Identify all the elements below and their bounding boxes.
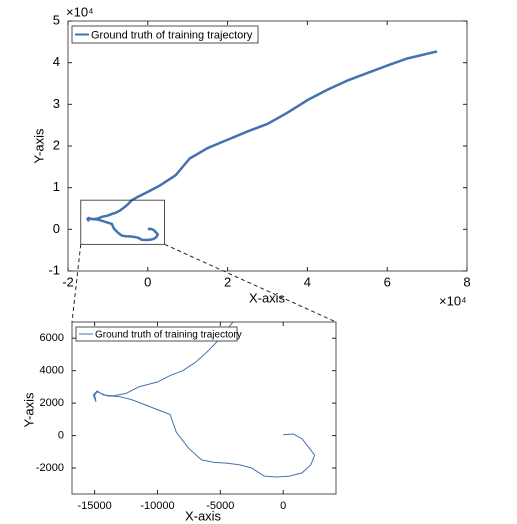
x-axis-label: X-axis: [185, 508, 222, 523]
y-tick-label: 4: [53, 54, 60, 69]
y-tick-label: 2000: [40, 397, 64, 409]
plot-area: [72, 322, 336, 494]
y-tick-label: -1: [48, 262, 60, 277]
x-exponent: ×10⁴: [439, 293, 467, 308]
axes-box: [71, 321, 337, 495]
x-tick-label: -2: [62, 274, 74, 289]
x-tick-label: -5000: [206, 500, 234, 512]
y-tick-label: 3: [53, 96, 60, 111]
trajectory-line: [92, 322, 316, 478]
x-tick-label: 2: [224, 274, 231, 289]
y-tick-label: -2000: [36, 462, 64, 474]
y-tick-label: 5: [53, 12, 60, 27]
y-tick-label: 6000: [40, 332, 64, 344]
y-tick-label: 0: [53, 221, 60, 236]
legend-label: Ground truth of training trajectory: [95, 330, 242, 341]
zoom-connector: [71, 244, 82, 323]
y-tick-label: 2: [53, 137, 60, 152]
x-tick-label: 8: [463, 274, 470, 289]
x-tick-label: -15000: [77, 500, 111, 512]
x-tick-label: 0: [280, 500, 286, 512]
plot-area: [68, 21, 467, 271]
y-tick-label: 4000: [40, 365, 64, 377]
legend-box: [75, 326, 238, 342]
y-exponent: ×10⁴: [66, 4, 94, 19]
axes-box: [67, 20, 468, 272]
zoom-box: [80, 199, 165, 245]
x-tick-label: 0: [144, 274, 151, 289]
x-tick-label: -10000: [140, 500, 174, 512]
y-tick-label: 0: [58, 429, 64, 441]
legend-box: [71, 25, 259, 44]
trajectory-line: [86, 50, 438, 242]
legend-label: Ground truth of training trajectory: [91, 29, 253, 41]
zoom-connector: [164, 243, 337, 323]
x-axis-label: X-axis: [249, 290, 286, 305]
x-tick-label: 6: [384, 274, 391, 289]
x-tick-label: 4: [304, 274, 311, 289]
y-axis-label: Y-axis: [21, 392, 36, 427]
y-tick-label: 1: [53, 179, 60, 194]
y-axis-label: Y-axis: [31, 128, 46, 163]
